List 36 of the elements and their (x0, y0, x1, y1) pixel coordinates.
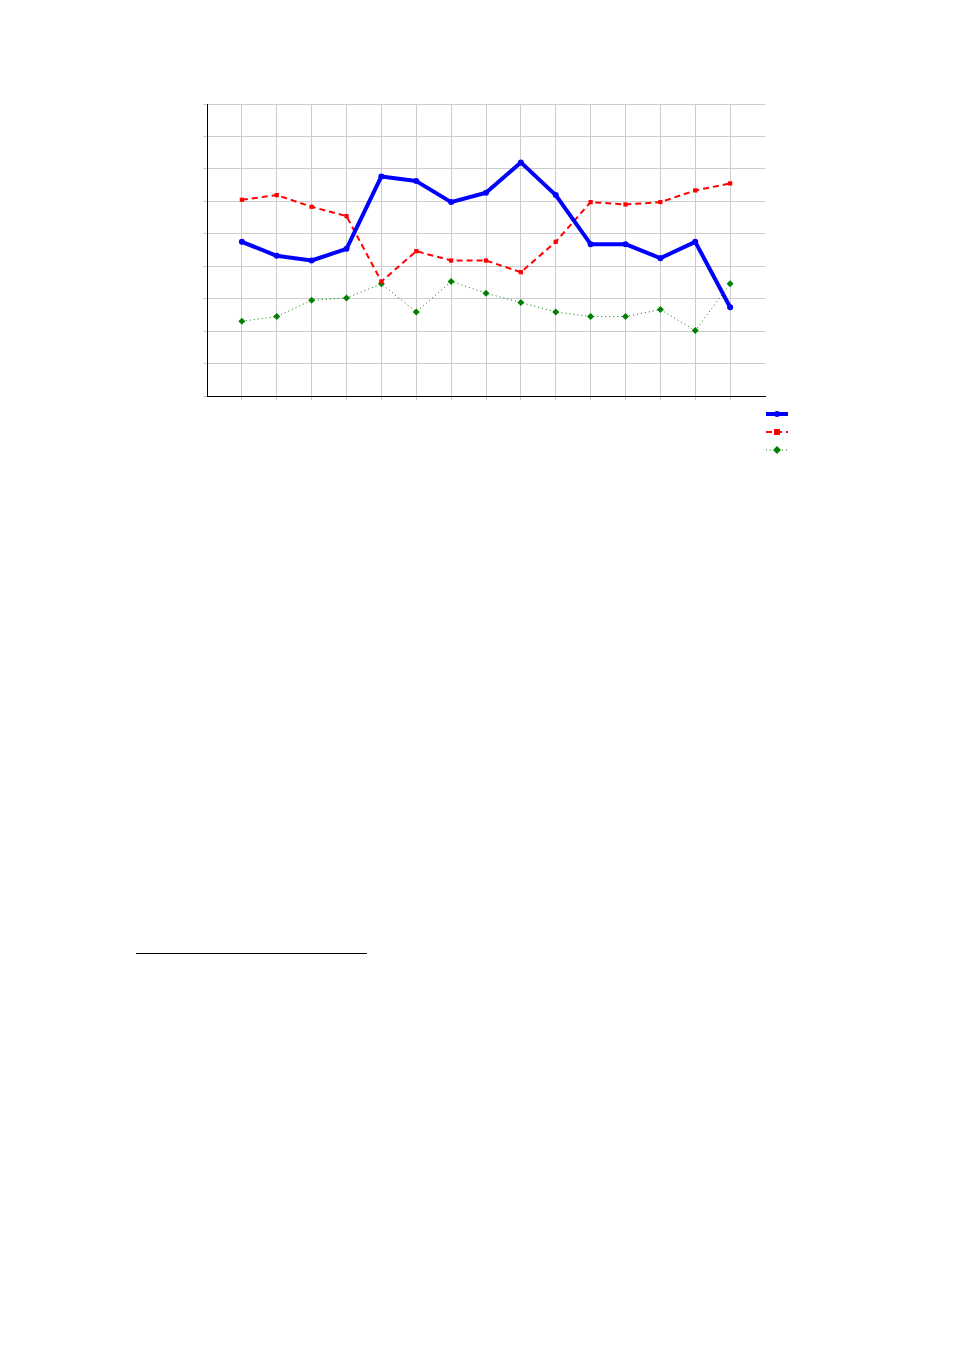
point (379, 279, 384, 284)
point (344, 214, 349, 219)
point (587, 313, 595, 321)
point (517, 159, 524, 166)
point (482, 289, 490, 297)
point (343, 245, 350, 252)
point (622, 241, 629, 248)
point (517, 299, 525, 307)
point (622, 313, 629, 321)
point (238, 317, 246, 325)
point (623, 202, 628, 207)
point (413, 178, 420, 185)
point (448, 199, 455, 206)
point (483, 189, 489, 196)
point (692, 238, 699, 245)
point (693, 188, 698, 193)
point (552, 308, 560, 316)
point (587, 241, 594, 248)
point (449, 258, 454, 263)
point (726, 280, 734, 288)
point (447, 278, 455, 286)
point (728, 181, 733, 186)
point (727, 304, 734, 311)
point (343, 294, 350, 302)
point (552, 192, 559, 199)
point (483, 258, 489, 263)
point (308, 296, 316, 304)
point (656, 306, 664, 314)
point (238, 238, 245, 245)
point (412, 308, 420, 316)
point (273, 313, 281, 321)
point (308, 257, 315, 264)
point (691, 327, 699, 335)
point (273, 252, 280, 259)
point (378, 173, 385, 180)
point (657, 255, 664, 262)
